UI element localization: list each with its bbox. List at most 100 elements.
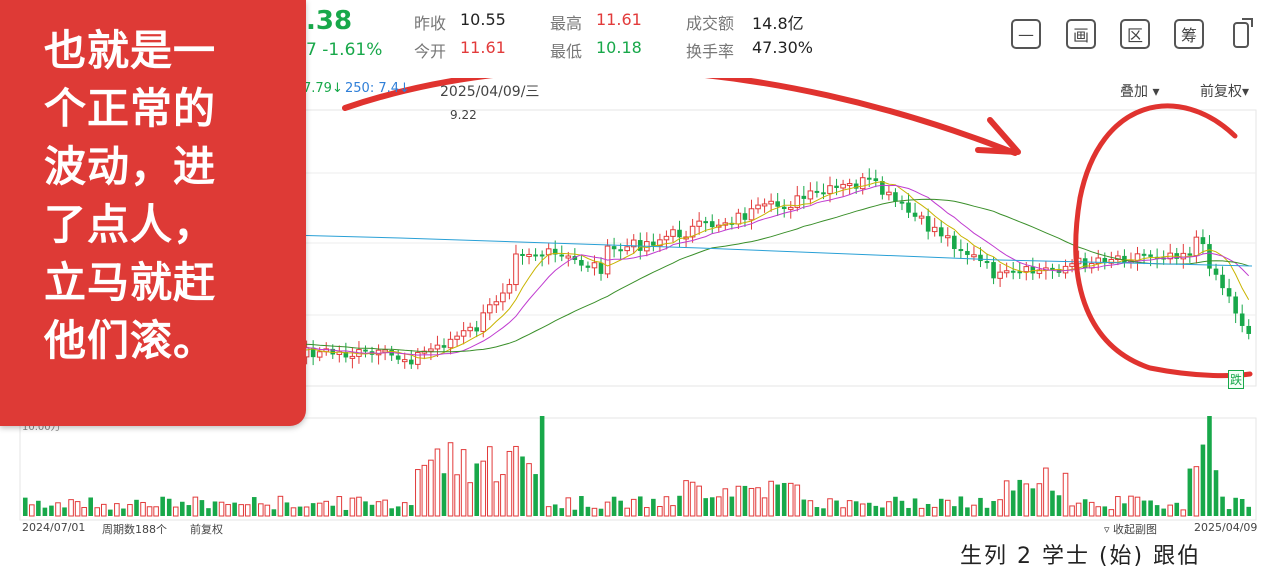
- candle-body: [415, 352, 421, 365]
- cut-off-footer-text: 生列 2 学士 (始) 跟伯: [960, 544, 1202, 569]
- candle-body: [1207, 244, 1212, 269]
- overlay-dropdown[interactable]: 叠加 ▾: [1120, 84, 1160, 100]
- chips-icon[interactable]: 筹: [1174, 19, 1204, 49]
- volume-bar: [958, 496, 964, 516]
- volume-bar: [186, 505, 192, 516]
- rotate-icon[interactable]: [1228, 17, 1256, 51]
- adjust-dropdown[interactable]: 前复权▾: [1200, 84, 1250, 100]
- candle-body: [349, 355, 356, 359]
- volume-bar: [696, 485, 702, 517]
- candle-body: [1069, 263, 1075, 267]
- region-icon[interactable]: 区: [1120, 19, 1150, 49]
- volume-bar: [88, 497, 93, 516]
- kline-chart-area[interactable]: 7.79↓ 250: 7.4↓ 2025/04/09/三 叠加 ▾ 前复权▾ 9…: [0, 66, 1280, 555]
- volume-bar: [1200, 444, 1206, 516]
- candle-body: [696, 220, 702, 227]
- collapse-subchart-button[interactable]: ▿ 收起副图: [1104, 523, 1158, 536]
- fall-badge: 跌: [1228, 370, 1245, 389]
- candle-body: [316, 351, 323, 358]
- volume-bar: [415, 469, 421, 517]
- candle-body: [768, 200, 774, 205]
- candle-body: [984, 261, 990, 264]
- volume-bar: [389, 508, 394, 516]
- volume-bar: [768, 480, 774, 517]
- candle-body: [579, 260, 584, 266]
- candle-body: [925, 216, 931, 232]
- volume-bar: [330, 505, 336, 516]
- candle-body: [401, 359, 408, 363]
- candle-body: [978, 254, 983, 262]
- volume-bar: [369, 504, 375, 516]
- candle-body: [893, 192, 898, 202]
- volume-bar: [853, 501, 859, 516]
- volume-bar: [447, 442, 454, 517]
- candle-body: [1226, 288, 1232, 297]
- volume-bar: [814, 507, 820, 516]
- candle-body: [965, 251, 970, 255]
- volume-bar: [108, 509, 113, 516]
- volume-bar: [218, 501, 225, 517]
- volume-bar: [349, 497, 356, 517]
- volume-bar: [729, 496, 735, 516]
- candle-body: [1036, 269, 1043, 274]
- candle-body: [1200, 237, 1206, 245]
- volume-bar: [68, 499, 74, 517]
- volume-bar: [290, 507, 297, 517]
- volume-bar: [42, 507, 48, 516]
- volume-bar: [663, 496, 670, 517]
- volume-bar: [1161, 508, 1166, 516]
- candle-body: [363, 349, 368, 352]
- candle-body: [899, 201, 905, 204]
- volume-bar: [683, 480, 689, 517]
- volume-bar: [722, 488, 729, 517]
- volume-bar: [918, 507, 925, 517]
- volume-bar: [160, 496, 165, 516]
- candle-body: [918, 215, 925, 219]
- volume-bar: [251, 497, 257, 516]
- candle-body: [310, 347, 316, 358]
- candle-body: [775, 201, 780, 207]
- high-label: 最高: [550, 14, 583, 33]
- window-icon[interactable]: 画: [1066, 19, 1096, 49]
- volume-bar: [460, 449, 467, 517]
- kline-svg[interactable]: [0, 66, 1280, 555]
- candle-body: [657, 239, 663, 247]
- annotation-text: 也就是一 个正常的 波动，进 了点人， 立马就赶 他们滚。: [44, 26, 217, 365]
- volume-bar: [382, 499, 388, 517]
- candle-body: [506, 284, 513, 294]
- candle-body: [1180, 252, 1187, 260]
- candle-body: [1050, 267, 1055, 270]
- volume-bar: [323, 500, 330, 517]
- candle-body: [1148, 254, 1153, 257]
- minus-icon[interactable]: —: [1011, 19, 1041, 49]
- volume-bar: [651, 498, 656, 516]
- volume-bar: [310, 503, 316, 516]
- volume-bar: [343, 509, 349, 516]
- volume-bar: [801, 499, 807, 516]
- volume-bar: [761, 497, 768, 517]
- candle-body: [761, 203, 768, 207]
- volume-bar: [1239, 498, 1245, 516]
- candle-body: [343, 352, 349, 358]
- candle-body: [735, 212, 742, 225]
- volume-bar: [172, 506, 179, 517]
- volume-bar: [94, 507, 101, 517]
- candle-body: [677, 229, 682, 238]
- candle-body: [827, 185, 833, 194]
- volume-bar: [180, 501, 185, 516]
- volume-bar: [1180, 509, 1187, 517]
- volume-bar: [500, 474, 506, 517]
- candle-body: [703, 221, 708, 224]
- candle-body: [997, 271, 1003, 279]
- volume-label: 10.00万: [22, 422, 61, 433]
- candle-body: [480, 312, 487, 332]
- candle-body: [1102, 257, 1108, 264]
- volume-bar: [873, 505, 879, 516]
- volume-bar: [670, 505, 676, 517]
- volume-bar: [212, 501, 218, 516]
- candle-body: [395, 355, 401, 360]
- volume-bar: [336, 496, 343, 517]
- volume-bar: [114, 503, 120, 517]
- candle-body: [670, 229, 676, 237]
- volume-bar: [225, 504, 231, 517]
